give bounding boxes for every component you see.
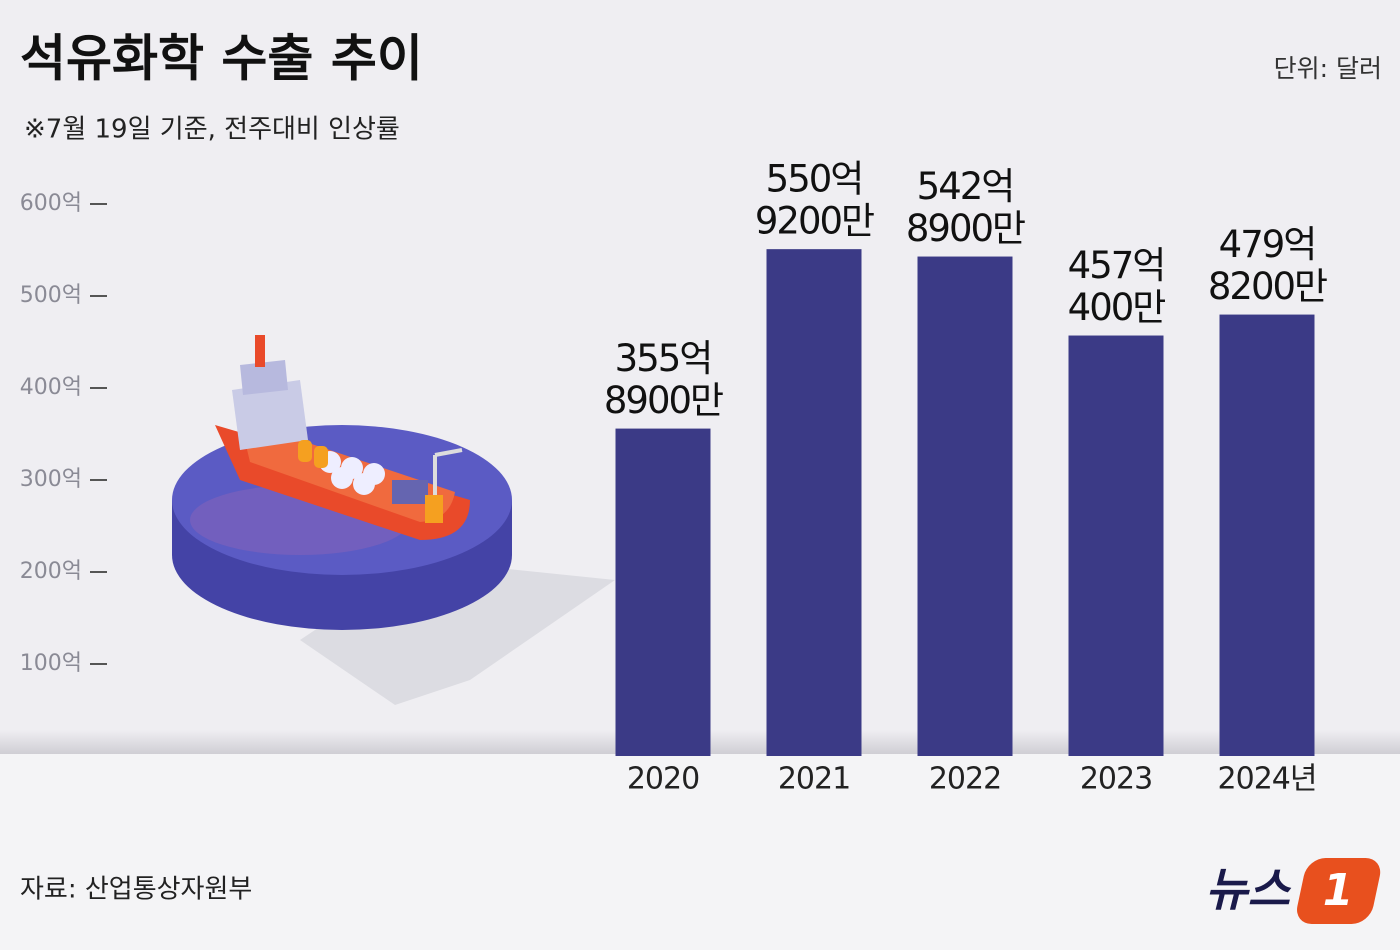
value-label: 400만: [1068, 286, 1166, 329]
unit: 단위: 달러: [1274, 54, 1382, 83]
bar: [766, 249, 862, 756]
ship-illustration: [172, 335, 615, 705]
value-label: 457억: [1068, 244, 1165, 287]
y-tick-label: 400억: [20, 375, 82, 400]
logo-number: 1: [1323, 865, 1354, 916]
value-label: 8200만: [1208, 265, 1327, 308]
x-tick-label: 2023: [1080, 762, 1152, 797]
value-label: 8900만: [604, 379, 723, 422]
logo: 뉴스 1: [1205, 858, 1381, 924]
logo-badge: [1297, 858, 1381, 924]
y-tick-label: 100억: [20, 651, 82, 676]
value-label: 9200만: [755, 200, 874, 243]
subtitle: ※7월 19일 기준, 전주대비 인상률: [24, 115, 400, 145]
value-label: 479억: [1219, 223, 1316, 266]
x-tick-label: 2020: [627, 762, 699, 797]
x-tick-label: 2022: [929, 762, 1001, 797]
bar: [615, 428, 711, 756]
value-label: 550억: [766, 158, 863, 201]
floor: [0, 754, 1400, 950]
y-tick-label: 200억: [20, 559, 82, 584]
x-tick-label: 2021: [778, 762, 850, 797]
chart-title: 석유화학 수출 추이: [20, 30, 423, 88]
value-label: 8900만: [906, 207, 1025, 250]
y-tick-label: 600억: [20, 191, 82, 216]
value-label: 542억: [917, 165, 1014, 208]
bar: [1068, 335, 1164, 756]
source: 자료: 산업통상자원부: [20, 875, 252, 905]
x-tick-label: 2024년: [1218, 762, 1317, 797]
y-tick-label: 300억: [20, 467, 82, 492]
bar: [917, 256, 1013, 756]
y-tick-label: 500억: [20, 283, 82, 308]
value-label: 355억: [615, 337, 712, 380]
logo-text: 뉴스: [1205, 863, 1291, 917]
bar: [1219, 314, 1315, 756]
